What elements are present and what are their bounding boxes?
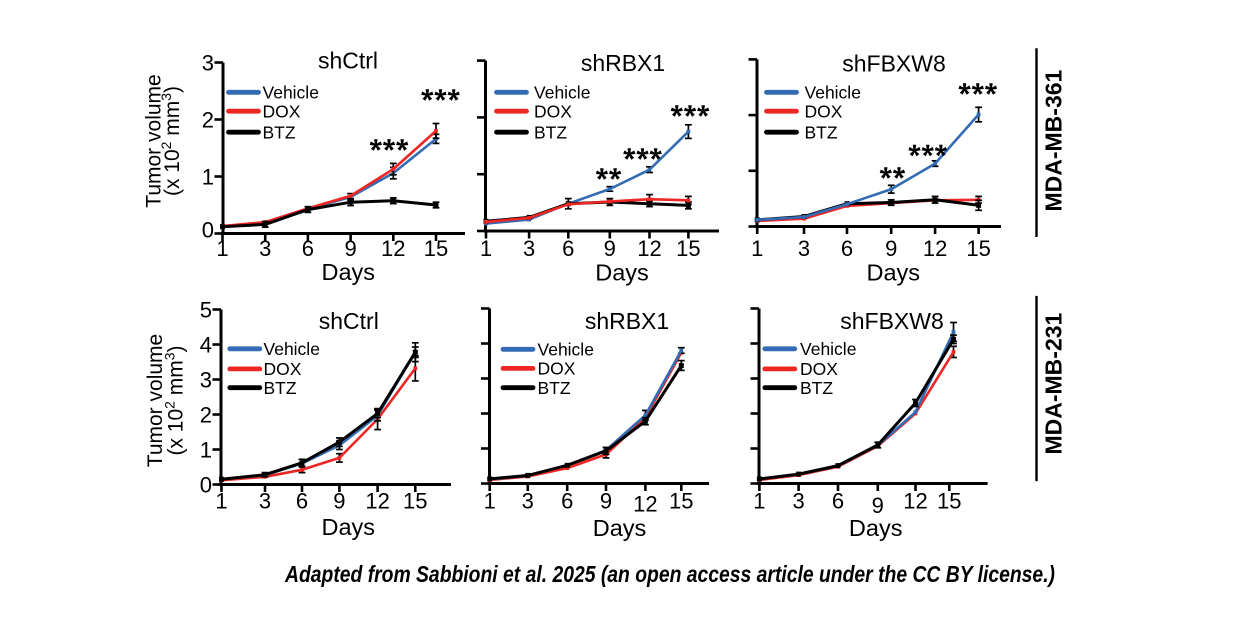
svg-text:3: 3 (792, 489, 804, 514)
svg-text:15: 15 (966, 236, 990, 261)
svg-text:DOX: DOX (263, 101, 301, 121)
svg-text:15: 15 (424, 236, 448, 261)
svg-text:1: 1 (480, 236, 492, 261)
svg-text:Days: Days (322, 259, 376, 285)
svg-text:3: 3 (523, 236, 535, 261)
svg-text:9: 9 (344, 236, 356, 261)
svg-text:(x 102 mm3): (x 102 mm3) (158, 86, 184, 196)
svg-text:Days: Days (593, 515, 647, 541)
svg-text:12: 12 (637, 236, 661, 261)
svg-text:Days: Days (867, 260, 921, 286)
svg-text:9: 9 (885, 236, 897, 261)
svg-text:6: 6 (561, 489, 573, 514)
svg-text:2: 2 (200, 403, 212, 428)
svg-text:BTZ: BTZ (805, 122, 838, 142)
svg-text:4: 4 (200, 333, 212, 358)
svg-text:1: 1 (753, 489, 765, 514)
svg-text:shRBX1: shRBX1 (581, 50, 665, 76)
svg-text:6: 6 (296, 489, 308, 514)
svg-text:DOX: DOX (538, 359, 576, 379)
svg-text:Vehicle: Vehicle (534, 83, 590, 103)
svg-text:15: 15 (403, 489, 427, 514)
svg-text:12: 12 (923, 236, 947, 261)
svg-text:BTZ: BTZ (263, 122, 296, 142)
svg-text:Vehicle: Vehicle (805, 83, 861, 103)
svg-text:Days: Days (322, 514, 376, 540)
svg-text:3: 3 (522, 489, 534, 514)
svg-text:15: 15 (937, 489, 961, 514)
svg-text:Vehicle: Vehicle (538, 340, 594, 360)
svg-text:shCtrl: shCtrl (318, 48, 378, 74)
svg-text:DOX: DOX (800, 359, 838, 379)
svg-text:9: 9 (604, 236, 616, 261)
svg-text:5: 5 (200, 298, 212, 323)
svg-text:MDA-MB-361: MDA-MB-361 (1041, 69, 1067, 211)
svg-text:Days: Days (595, 260, 649, 286)
svg-text:15: 15 (669, 489, 693, 514)
svg-text:0: 0 (200, 473, 212, 498)
svg-text:15: 15 (676, 236, 700, 261)
svg-text:2: 2 (202, 108, 214, 133)
svg-text:MDA-MB-231: MDA-MB-231 (1041, 312, 1067, 454)
svg-text:1: 1 (751, 236, 763, 261)
svg-text:Vehicle: Vehicle (263, 83, 319, 103)
svg-text:shCtrl: shCtrl (319, 308, 379, 334)
svg-text:3: 3 (259, 489, 271, 514)
svg-text:6: 6 (302, 236, 314, 261)
svg-text:BTZ: BTZ (264, 378, 297, 398)
svg-text:BTZ: BTZ (800, 378, 833, 398)
svg-text:BTZ: BTZ (538, 378, 571, 398)
svg-text:Vehicle: Vehicle (264, 339, 320, 359)
svg-text:1: 1 (202, 165, 214, 190)
svg-text:6: 6 (832, 489, 844, 514)
svg-text:0: 0 (202, 218, 214, 243)
svg-text:shFBXW8: shFBXW8 (840, 308, 944, 334)
svg-text:9: 9 (872, 493, 884, 518)
svg-text:9: 9 (600, 489, 612, 514)
svg-text:1: 1 (215, 489, 227, 514)
svg-text:12: 12 (365, 489, 389, 514)
svg-text:DOX: DOX (534, 101, 572, 121)
svg-text:1: 1 (484, 489, 496, 514)
svg-text:BTZ: BTZ (534, 122, 567, 142)
svg-text:DOX: DOX (805, 101, 843, 121)
svg-text:(x 102 mm3): (x 102 mm3) (162, 345, 188, 455)
svg-text:6: 6 (841, 236, 853, 261)
svg-text:12: 12 (381, 236, 405, 261)
svg-text:Days: Days (849, 515, 903, 541)
svg-text:3: 3 (200, 368, 212, 393)
svg-text:6: 6 (562, 236, 574, 261)
svg-text:DOX: DOX (264, 359, 302, 379)
svg-text:3: 3 (202, 51, 214, 76)
svg-text:shFBXW8: shFBXW8 (842, 51, 946, 77)
svg-text:12: 12 (633, 492, 657, 517)
svg-text:12: 12 (903, 489, 927, 514)
svg-text:Vehicle: Vehicle (800, 339, 856, 359)
svg-text:Adapted from Sabbioni et al. 2: Adapted from Sabbioni et al. 2025 (an op… (284, 561, 1055, 587)
svg-text:9: 9 (333, 489, 345, 514)
svg-text:Tumor volume: Tumor volume (143, 74, 166, 207)
svg-text:3: 3 (259, 236, 271, 261)
svg-text:1: 1 (200, 438, 212, 463)
svg-text:Tumor volume: Tumor volume (144, 334, 167, 467)
svg-text:1: 1 (216, 236, 228, 261)
svg-text:3: 3 (798, 236, 810, 261)
svg-text:shRBX1: shRBX1 (585, 308, 669, 334)
